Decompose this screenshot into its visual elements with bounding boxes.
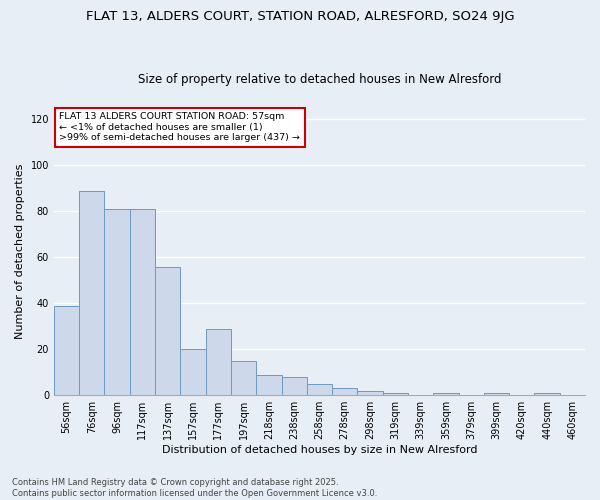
Text: FLAT 13 ALDERS COURT STATION ROAD: 57sqm
← <1% of detached houses are smaller (1: FLAT 13 ALDERS COURT STATION ROAD: 57sqm… <box>59 112 300 142</box>
Bar <box>433 393 458 395</box>
Bar <box>535 393 560 395</box>
Title: Size of property relative to detached houses in New Alresford: Size of property relative to detached ho… <box>138 73 501 86</box>
Bar <box>281 377 307 395</box>
Bar <box>104 209 130 395</box>
X-axis label: Distribution of detached houses by size in New Alresford: Distribution of detached houses by size … <box>162 445 477 455</box>
Y-axis label: Number of detached properties: Number of detached properties <box>15 164 25 340</box>
Bar <box>358 390 383 395</box>
Bar <box>383 393 408 395</box>
Bar <box>130 209 155 395</box>
Text: Contains HM Land Registry data © Crown copyright and database right 2025.
Contai: Contains HM Land Registry data © Crown c… <box>12 478 377 498</box>
Bar <box>206 328 231 395</box>
Bar <box>181 350 206 395</box>
Bar <box>54 306 79 395</box>
Bar <box>231 360 256 395</box>
Bar <box>484 393 509 395</box>
Bar <box>256 374 281 395</box>
Text: FLAT 13, ALDERS COURT, STATION ROAD, ALRESFORD, SO24 9JG: FLAT 13, ALDERS COURT, STATION ROAD, ALR… <box>86 10 514 23</box>
Bar <box>307 384 332 395</box>
Bar <box>79 190 104 395</box>
Bar <box>332 388 358 395</box>
Bar <box>155 266 181 395</box>
